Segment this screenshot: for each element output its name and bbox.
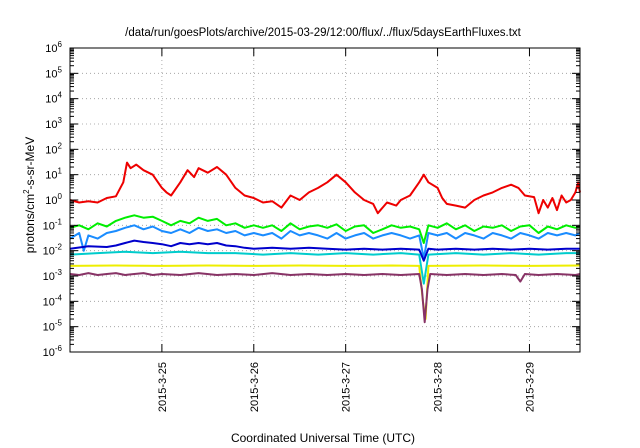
y-axis-label-exponent: 2 bbox=[22, 189, 31, 194]
y-tick-label: 103 bbox=[45, 116, 62, 131]
x-tick-label: 2015-3-26 bbox=[249, 362, 261, 412]
series-line-2 bbox=[69, 214, 581, 244]
y-tick-labels: 10610510410310210110010-110-210-310-410-… bbox=[43, 40, 63, 359]
y-axis-label-prefix: protons/cm bbox=[23, 194, 37, 253]
chart-title: /data/run/goesPlots/archive/2015-03-29/1… bbox=[125, 27, 521, 39]
x-tick-label: 2015-3-25 bbox=[157, 362, 169, 412]
y-tick-base: 10 bbox=[45, 195, 57, 207]
x-axis-label: Coordinated Universal Time (UTC) bbox=[231, 431, 415, 445]
series-line-6 bbox=[69, 264, 581, 320]
x-tick-label: 2015-3-29 bbox=[524, 362, 536, 412]
y-tick-base: 10 bbox=[43, 296, 55, 308]
y-tick-base: 10 bbox=[45, 144, 57, 156]
y-tick-label: 102 bbox=[45, 141, 62, 156]
x-tick-label: 2015-3-28 bbox=[433, 362, 445, 412]
y-axis-label-suffix: -s-sr-MeV bbox=[23, 137, 37, 190]
y-tick-label: 10-1 bbox=[43, 217, 63, 232]
y-axis-label: protons/cm2-s-sr-MeV bbox=[22, 137, 37, 253]
y-tick-label: 104 bbox=[45, 91, 62, 106]
y-tick-base: 10 bbox=[43, 271, 55, 283]
y-tick-exponent: 0 bbox=[58, 192, 63, 201]
y-tick-exponent: -4 bbox=[55, 293, 63, 302]
series-line-4 bbox=[69, 239, 580, 262]
series-line-7 bbox=[69, 272, 581, 324]
y-tick-label: 10-6 bbox=[43, 344, 63, 359]
series-line-5 bbox=[69, 250, 580, 285]
y-tick-exponent: 5 bbox=[58, 65, 63, 74]
y-tick-label: 10-4 bbox=[43, 293, 63, 308]
y-tick-base: 10 bbox=[45, 170, 57, 182]
y-tick-base: 10 bbox=[43, 347, 55, 359]
axis-ticks bbox=[70, 47, 580, 353]
y-tick-exponent: 6 bbox=[58, 40, 63, 49]
y-tick-label: 10-2 bbox=[43, 243, 63, 258]
y-tick-label: 100 bbox=[45, 192, 62, 207]
x-tick-labels: 2015-3-25 2015-3-26 2015-3-27 2015-3-28 2015… bbox=[157, 362, 537, 412]
y-tick-exponent: -5 bbox=[55, 319, 63, 328]
y-tick-exponent: -2 bbox=[55, 243, 63, 252]
y-tick-label: 106 bbox=[45, 40, 62, 55]
series-lines bbox=[69, 161, 581, 324]
x-tick-label: 2015-3-27 bbox=[341, 362, 353, 412]
y-tick-label: 101 bbox=[45, 167, 62, 182]
series-line-1 bbox=[69, 161, 581, 215]
y-tick-base: 10 bbox=[45, 68, 57, 80]
y-tick-exponent: -6 bbox=[55, 344, 63, 353]
y-tick-base: 10 bbox=[43, 246, 55, 258]
y-tick-label: 105 bbox=[45, 65, 62, 80]
grid-lines bbox=[70, 48, 580, 352]
y-tick-base: 10 bbox=[43, 220, 55, 232]
y-tick-exponent: -3 bbox=[55, 268, 63, 277]
y-tick-base: 10 bbox=[45, 43, 57, 55]
y-tick-exponent: 3 bbox=[58, 116, 63, 125]
y-tick-base: 10 bbox=[45, 119, 57, 131]
y-tick-exponent: 2 bbox=[58, 141, 63, 150]
y-tick-label: 10-3 bbox=[43, 268, 63, 283]
y-tick-exponent: -1 bbox=[55, 217, 63, 226]
series-line-3 bbox=[69, 224, 581, 260]
y-tick-base: 10 bbox=[45, 94, 57, 106]
y-tick-exponent: 4 bbox=[58, 91, 63, 100]
y-tick-base: 10 bbox=[43, 322, 55, 334]
y-tick-exponent: 1 bbox=[58, 167, 63, 176]
y-tick-label: 10-5 bbox=[43, 319, 63, 334]
